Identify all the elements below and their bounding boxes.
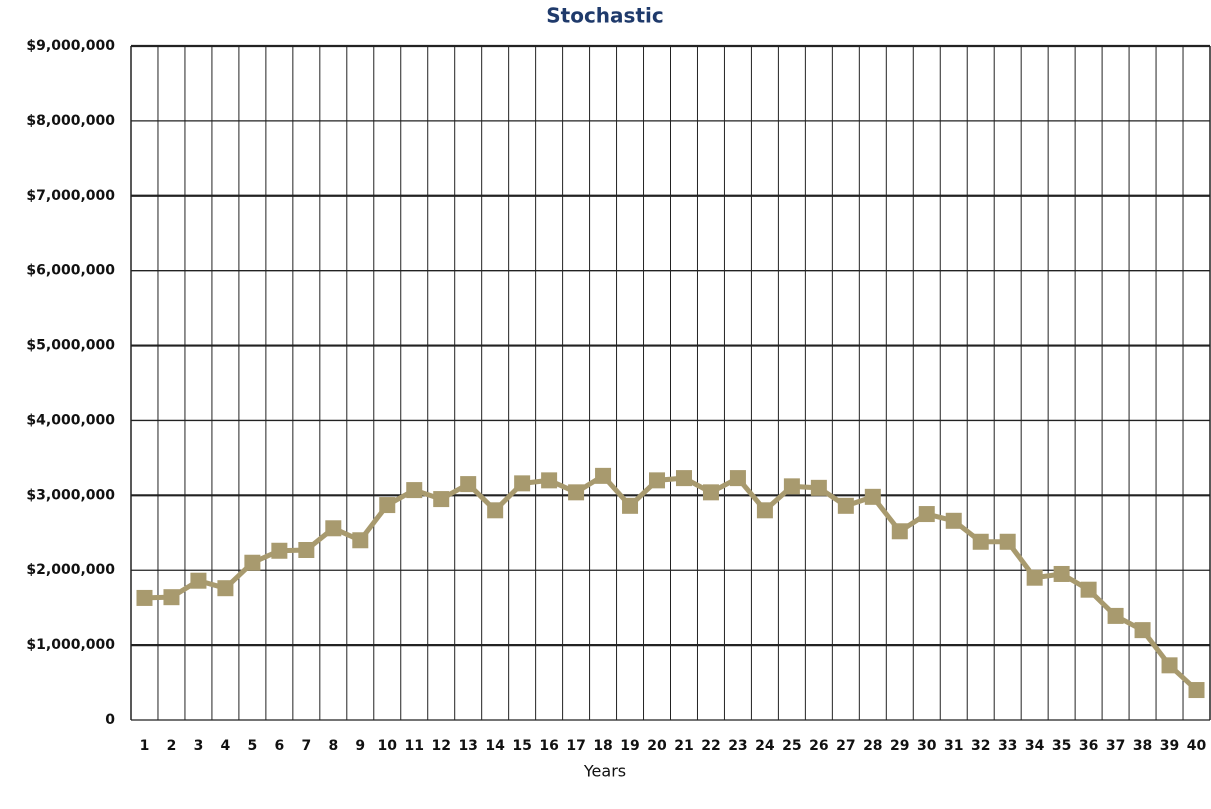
x-tick-label: 31: [944, 738, 963, 754]
x-tick-label: 20: [647, 738, 667, 754]
y-tick-label: $7,000,000: [26, 188, 115, 204]
x-tick-label: 33: [998, 738, 1017, 754]
x-tick-label: 18: [593, 738, 612, 754]
x-tick-label: 21: [674, 738, 693, 754]
y-tick-label: $5,000,000: [26, 338, 115, 354]
y-tick-label: 0: [105, 712, 115, 728]
y-tick-label: $3,000,000: [26, 487, 115, 503]
data-point: [433, 491, 450, 508]
data-point: [891, 523, 908, 540]
data-point: [514, 475, 531, 492]
data-point: [352, 532, 369, 549]
x-tick-label: 6: [274, 738, 284, 754]
x-tick-label: 17: [566, 738, 585, 754]
x-tick-label: 19: [620, 738, 639, 754]
x-tick-label: 35: [1052, 738, 1071, 754]
data-point: [1080, 581, 1097, 598]
x-tick-label: 2: [167, 738, 177, 754]
x-tick-label: 4: [221, 738, 231, 754]
data-point: [649, 472, 666, 489]
x-tick-label: 3: [194, 738, 204, 754]
data-point: [675, 470, 692, 487]
data-point: [190, 572, 207, 589]
x-tick-label: 32: [971, 738, 990, 754]
x-tick-label: 10: [378, 738, 398, 754]
x-tick-label: 13: [458, 738, 477, 754]
y-tick-label: $9,000,000: [26, 38, 115, 54]
x-tick-label: 14: [485, 738, 505, 754]
x-tick-label: 24: [755, 738, 775, 754]
data-point: [1053, 565, 1070, 582]
data-point: [271, 542, 288, 559]
data-point: [945, 512, 962, 529]
data-point: [1134, 622, 1151, 639]
x-tick-label: 30: [917, 738, 937, 754]
x-tick-label: 38: [1133, 738, 1152, 754]
data-point: [298, 542, 315, 559]
y-tick-label: $8,000,000: [26, 113, 115, 129]
x-tick-label: 40: [1187, 738, 1207, 754]
data-point: [702, 484, 719, 501]
data-point: [999, 533, 1016, 550]
x-tick-label: 37: [1106, 738, 1125, 754]
data-point: [837, 497, 854, 514]
data-point: [244, 554, 261, 571]
data-point: [163, 589, 180, 606]
data-point: [918, 506, 935, 523]
x-tick-label: 8: [328, 738, 338, 754]
x-tick-label: 12: [431, 738, 450, 754]
data-point: [1188, 682, 1205, 699]
data-point: [972, 533, 989, 550]
data-point: [595, 467, 612, 484]
x-tick-label: 25: [782, 738, 801, 754]
data-point: [217, 580, 234, 597]
y-tick-label: $1,000,000: [26, 637, 115, 653]
data-point: [406, 482, 423, 499]
x-tick-label: 27: [836, 738, 855, 754]
data-point: [622, 497, 639, 514]
data-point: [783, 478, 800, 495]
y-tick-label: $2,000,000: [26, 562, 115, 578]
y-tick-label: $6,000,000: [26, 263, 115, 279]
data-point: [325, 520, 342, 537]
x-tick-label: 16: [539, 738, 558, 754]
data-line: [144, 472, 1199, 692]
x-tick-label: 28: [863, 738, 882, 754]
data-point: [729, 470, 746, 487]
data-point: [756, 502, 773, 519]
data-point: [1161, 657, 1178, 674]
x-tick-label: 34: [1025, 738, 1045, 754]
data-point: [810, 479, 827, 496]
x-tick-label: 11: [404, 738, 423, 754]
data-point: [487, 502, 504, 519]
x-axis-label: Years: [583, 762, 626, 781]
data-point: [1107, 607, 1124, 624]
data-point: [568, 484, 585, 501]
x-tick-label: 39: [1160, 738, 1179, 754]
data-point: [541, 472, 558, 489]
x-tick-label: 29: [890, 738, 909, 754]
x-tick-label: 22: [701, 738, 720, 754]
data-point: [460, 476, 477, 493]
x-tick-label: 26: [809, 738, 828, 754]
y-tick-label: $4,000,000: [26, 412, 115, 428]
data-point: [864, 488, 881, 505]
chart-title: Stochastic: [546, 4, 663, 28]
x-tick-label: 5: [248, 738, 258, 754]
x-tick-label: 1: [140, 738, 150, 754]
x-tick-label: 23: [728, 738, 747, 754]
x-tick-label: 9: [355, 738, 365, 754]
x-tick-label: 36: [1079, 738, 1098, 754]
data-point: [379, 497, 396, 514]
x-tick-label: 7: [301, 738, 311, 754]
data-point: [1026, 569, 1043, 586]
x-tick-label: 15: [512, 738, 531, 754]
data-point: [136, 589, 153, 606]
